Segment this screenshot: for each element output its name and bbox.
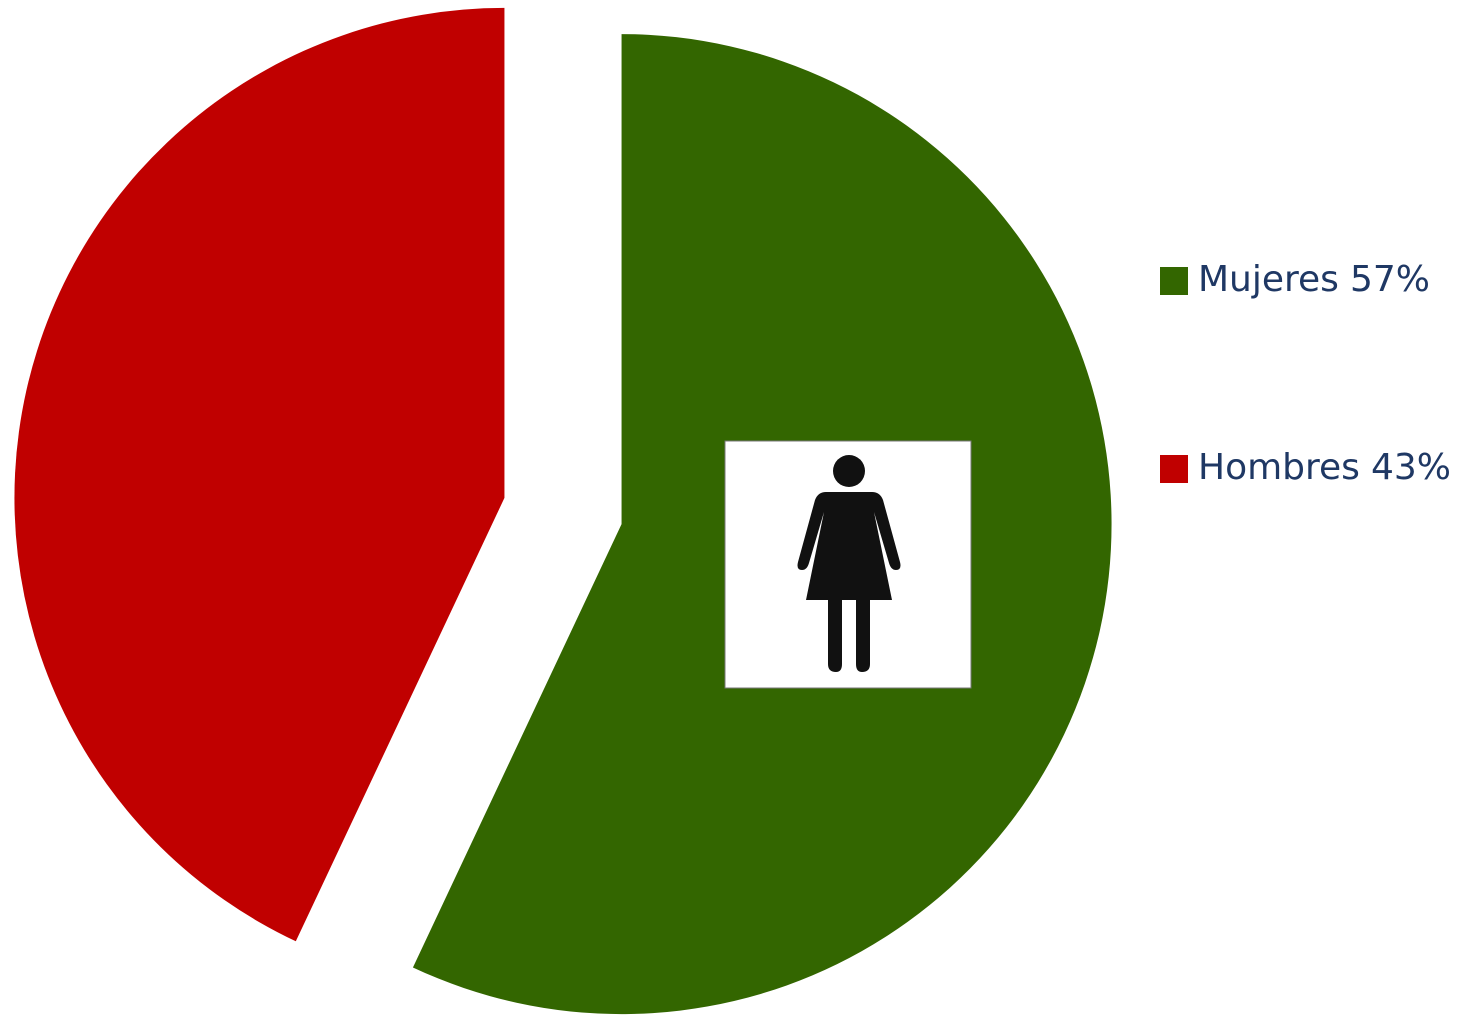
legend-label: Mujeres 57% (1198, 259, 1430, 300)
icon-head (833, 455, 865, 487)
legend-value: 57% (1350, 259, 1430, 300)
icon-body (797, 492, 901, 672)
legend: Mujeres 57% Hombres 43% (1160, 259, 1451, 488)
pie-slice (14, 7, 505, 942)
legend-swatch (1160, 267, 1188, 295)
legend-category: Hombres (1198, 447, 1360, 488)
legend-value: 43% (1371, 447, 1451, 488)
legend-swatch (1160, 455, 1188, 483)
woman-icon (724, 440, 972, 689)
legend-category: Mujeres (1198, 259, 1339, 300)
legend-label: Hombres 43% (1198, 447, 1451, 488)
